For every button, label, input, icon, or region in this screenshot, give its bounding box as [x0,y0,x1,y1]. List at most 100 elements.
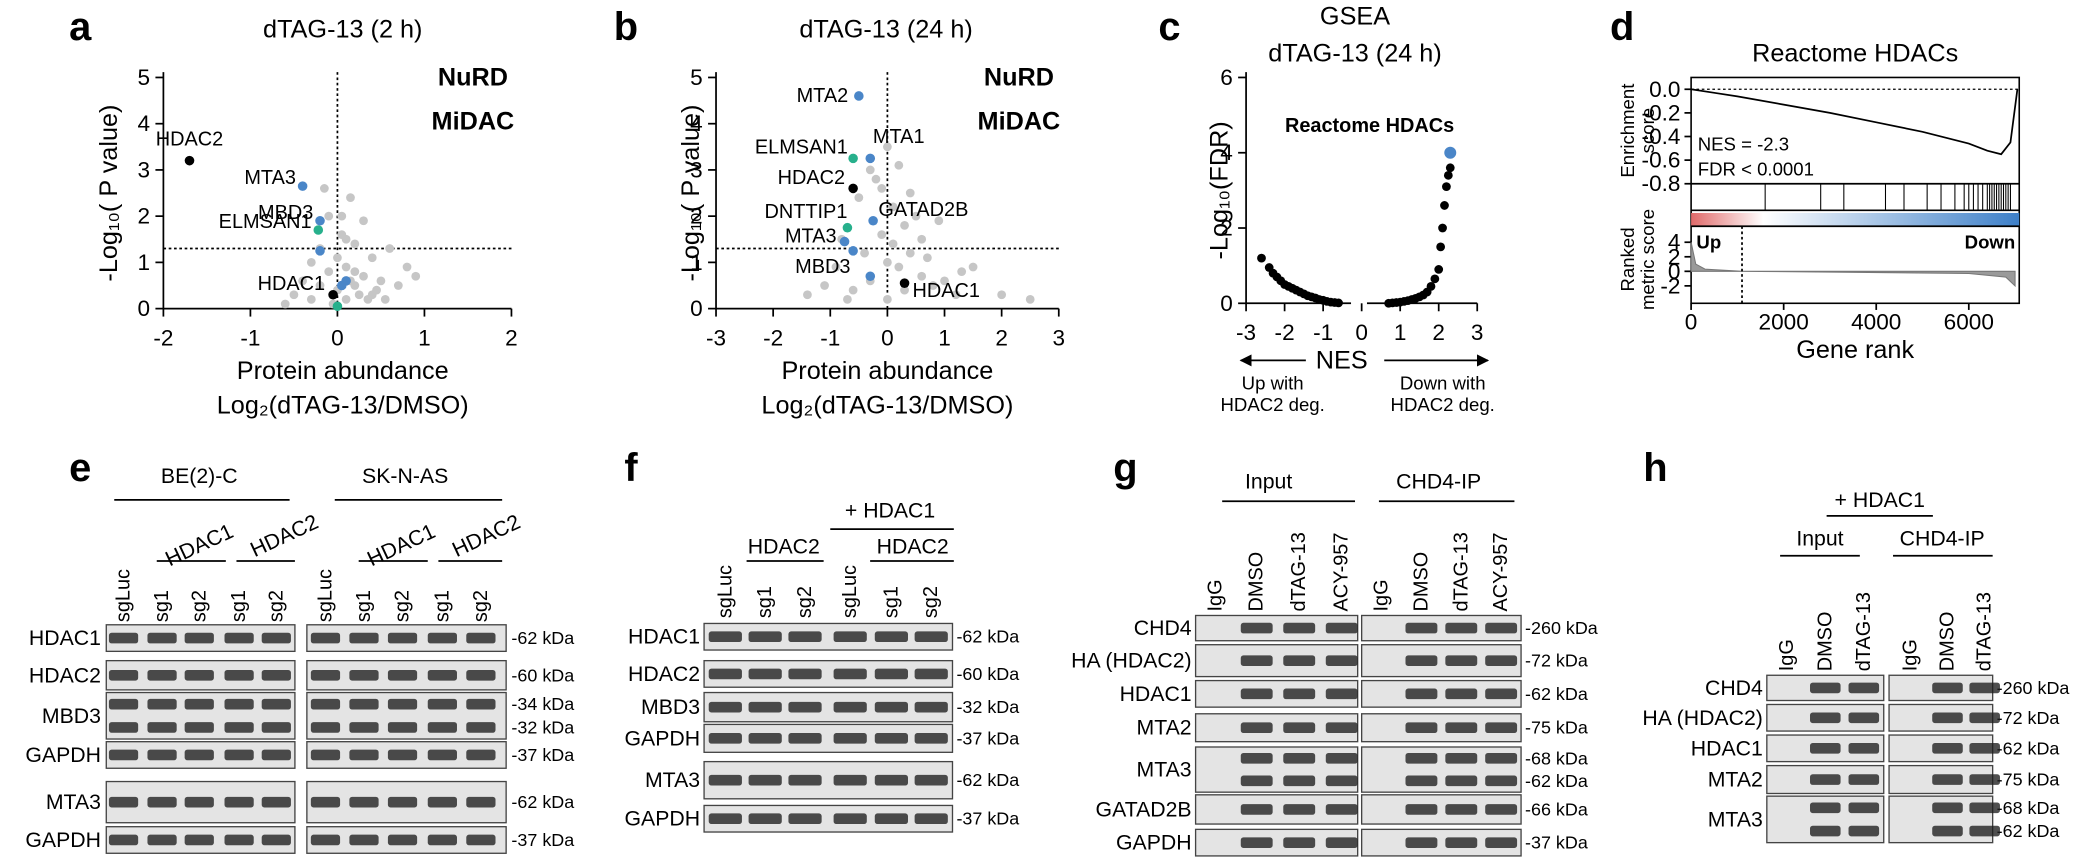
band [1283,775,1316,787]
x-tick-label: 2 [995,325,1008,350]
chart-title: Reactome HDACs [1752,40,1958,68]
x-tick-label: 4000 [1851,309,1901,334]
band [1810,682,1841,694]
panel-letter: e [69,446,91,490]
lane-label: IgG [1899,639,1921,671]
band [387,834,418,846]
band [387,749,418,761]
y-tick-label: -0.6 [1642,148,1681,173]
band [788,813,822,825]
band [748,701,782,713]
band [1283,622,1316,634]
band [147,796,177,808]
highlight-point [1444,146,1457,159]
band [1848,682,1880,694]
point [411,271,421,281]
point [888,202,898,212]
legend-entry: NuRD [438,63,508,91]
point [306,294,316,304]
size-marker: -32 kDa [511,717,574,737]
band [466,669,496,681]
x-tick-label: -3 [706,325,726,350]
rank-colorbar [1691,212,2020,227]
band [184,632,214,644]
x-axis-label: Protein abundance [237,357,449,385]
point [957,267,967,277]
point [1025,294,1035,304]
size-marker: -62 kDa [1525,684,1588,704]
y-tick-label: 4 [138,111,151,136]
band [466,834,496,846]
size-marker: -62 kDa [511,792,574,812]
band [108,834,139,846]
lane-label: sg2 [794,586,816,618]
point-label: ELMSAN1 [755,137,848,159]
annotation: HDAC2 deg. [1221,394,1325,415]
band [914,631,948,643]
size-marker: -72 kDa [1997,708,2060,728]
x-axis-label: Log₂(dTAG-13/DMSO) [217,392,469,420]
band [1485,775,1518,787]
band [261,722,291,733]
band [184,796,214,808]
band [310,669,341,681]
band [1325,622,1358,634]
size-marker: -62 kDa [1997,821,2060,841]
band [224,722,254,733]
row-label: MBD3 [42,704,101,728]
point [917,234,927,244]
point [359,271,368,281]
row-label: GAPDH [25,743,101,767]
highlight-point [848,153,858,164]
band [147,834,177,846]
x-axis-label: Gene rank [1796,336,1914,364]
band [427,796,457,808]
band [1969,825,2000,837]
y-axis-label: Enrichment [1617,83,1638,178]
size-marker: -34 kDa [511,694,574,714]
row-label: HDAC1 [29,626,101,650]
band [1405,622,1438,634]
point-label: HDAC1 [913,280,980,302]
subgroup-label: HDAC2 [877,534,949,558]
x-tick-label: 0 [1685,309,1698,334]
row-label: HDAC1 [628,625,700,649]
size-marker: -62 kDa [511,628,574,648]
band [184,834,214,846]
lane-label: ACY-957 [1490,533,1512,612]
band [1325,752,1358,764]
point [341,234,351,244]
x-tick-label: 0 [331,325,344,350]
row-label: GATAD2B [1096,797,1192,821]
point [928,281,938,290]
group-label: BE(2)-C [161,464,238,488]
band [261,669,291,681]
y-tick-label: 3 [690,157,703,182]
band [1445,655,1478,666]
size-marker: -62 kDa [1997,738,2060,758]
point [324,267,334,277]
x-tick-label: -1 [240,325,260,350]
row-label: MBD3 [641,695,700,719]
point [341,262,351,272]
subgroup-label: HDAC1 [363,519,438,571]
lane-label: sgLuc [714,565,736,618]
x-tick-label: 1 [1394,320,1407,345]
band [1485,722,1518,734]
band [349,669,379,681]
point [888,239,898,249]
point [306,257,316,267]
band [1445,688,1478,700]
point [883,294,892,304]
row-label: MTA3 [46,790,101,814]
band [224,834,254,846]
point [905,188,915,198]
point [1257,253,1266,263]
y-tick-label: 1 [690,250,703,275]
band [427,632,457,644]
band [466,749,496,761]
band [914,813,948,825]
point [402,262,412,272]
band [1283,688,1316,700]
band [1325,688,1358,700]
